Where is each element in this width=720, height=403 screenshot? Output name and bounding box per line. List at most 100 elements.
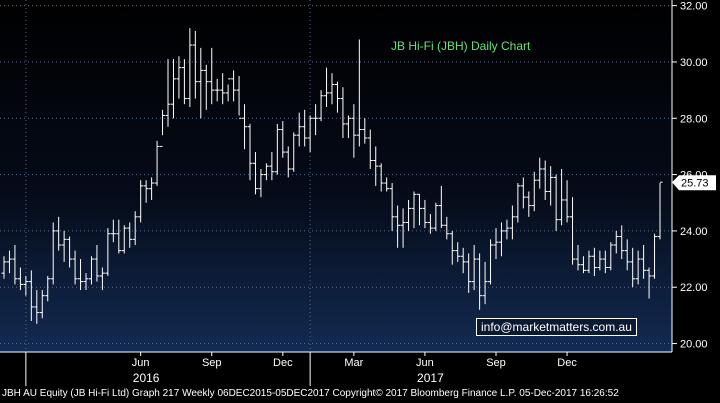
- y-tick-label: 28.00: [680, 113, 708, 125]
- ohlc-bar: [263, 163, 269, 181]
- ohlc-bar: [652, 233, 658, 279]
- ohlc-bar: [553, 174, 559, 231]
- ohlc-bar: [362, 118, 368, 144]
- ohlc-bar: [274, 123, 280, 175]
- ohlc-bar: [110, 219, 116, 243]
- ohlc-bar: [564, 180, 570, 223]
- ohlc-bar: [23, 275, 29, 296]
- ohlc-bar: [449, 230, 455, 265]
- ohlc-bar: [378, 163, 384, 192]
- last-price-tag-shape: [672, 175, 716, 191]
- y-tick-label: 30.00: [680, 57, 708, 69]
- ohlc-bar: [318, 90, 324, 122]
- ohlc-bar: [17, 267, 23, 291]
- ohlc-bar: [597, 250, 603, 271]
- y-tick-label: 22.00: [680, 282, 708, 294]
- ohlc-bar: [192, 30, 198, 99]
- year-separators: [25, 0, 311, 386]
- y-tick-label: 24.00: [680, 226, 708, 238]
- ohlc-bar: [149, 177, 155, 200]
- ohlc-bar: [1, 256, 7, 279]
- ohlc-bar: [302, 109, 308, 147]
- ohlc-bar: [373, 146, 379, 186]
- ohlc-bar: [105, 228, 111, 276]
- ohlc-bar: [252, 152, 258, 195]
- ohlc-bar: [67, 236, 73, 268]
- ohlc-bar: [542, 160, 548, 200]
- x-axis-ticks: Jun Sep Dec Mar Jun Sep Dec: [132, 352, 577, 369]
- ohlc-bar: [203, 64, 209, 110]
- ohlc-bar: [165, 59, 171, 127]
- ohlc-bar: [132, 211, 138, 245]
- ohlc-bar: [324, 67, 330, 108]
- ohlc-bar: [72, 250, 78, 285]
- year-labels: 2016 2017: [133, 371, 444, 385]
- ohlc-bar: [6, 250, 12, 274]
- ohlc-bar: [460, 247, 466, 274]
- ohlc-bar: [220, 73, 226, 105]
- x-tick-label: Sep: [486, 357, 506, 369]
- ohlc-bar: [471, 244, 477, 291]
- ohlc-bar: [138, 180, 144, 223]
- ohlc-bar: [307, 115, 313, 153]
- ohlc-bar: [624, 239, 630, 271]
- ohlc-bar: [455, 242, 461, 262]
- ohlc-bar: [28, 270, 34, 322]
- year-label: 2016: [133, 371, 160, 385]
- ohlc-bar: [570, 197, 576, 265]
- ohlc-bar: [509, 205, 515, 240]
- ohlc-bar: [154, 140, 160, 186]
- ohlc-bar: [56, 216, 62, 251]
- ohlc-bar: [389, 183, 395, 231]
- ohlc-bar: [400, 208, 406, 248]
- ohlc-bar: [170, 59, 176, 119]
- year-label: 2017: [417, 371, 444, 385]
- ohlc-bar: [498, 222, 504, 257]
- ohlc-bar: [406, 199, 412, 231]
- ohlc-bar: [356, 39, 362, 147]
- ohlc-bar: [39, 290, 45, 319]
- footer-caption: JBH AU Equity (JB Hi-Fi Ltd) Graph 217 W…: [2, 388, 619, 399]
- ohlc-bar: [45, 275, 51, 302]
- ohlc-bar: [591, 247, 597, 276]
- ohlc-bar: [187, 28, 193, 108]
- chart-title: JB Hi-Fi (JBH) Daily Chart: [391, 39, 531, 53]
- ohlc-bar: [515, 183, 521, 223]
- ohlc-bar: [630, 247, 636, 288]
- x-tick-label: Dec: [273, 357, 293, 369]
- ohlc-bar: [438, 185, 444, 229]
- ohlc-bar: [433, 202, 439, 231]
- ohlc-bar: [488, 239, 494, 285]
- ohlc-bar: [127, 222, 133, 248]
- ohlc-bar: [242, 104, 248, 150]
- ohlc-bar: [367, 129, 373, 169]
- ohlc-bar: [466, 253, 472, 293]
- ohlc-bar: [613, 230, 619, 254]
- ohlc-bar: [520, 177, 526, 209]
- ohlc-bar: [296, 112, 302, 147]
- ohlc-bar: [83, 273, 89, 291]
- ohlc-bar: [482, 261, 488, 305]
- ohlc-bar: [34, 290, 40, 324]
- ohlc-bar: [94, 244, 100, 282]
- ohlc-bar: [345, 115, 351, 138]
- ohlc-bar: [99, 267, 105, 291]
- ohlc-bar: [575, 244, 581, 271]
- ohlc-bar: [411, 191, 417, 229]
- ohlc-bar: [50, 222, 56, 285]
- ohlc-bar: [209, 47, 215, 105]
- x-tick-label: Mar: [344, 357, 363, 369]
- ohlc-bar: [258, 168, 264, 198]
- ohlc-bar: [88, 256, 94, 285]
- plot-background: [0, 0, 672, 352]
- ohlc-bar: [280, 121, 286, 158]
- ohlc-bar: [116, 219, 122, 254]
- ohlc-bar: [493, 228, 499, 260]
- ohlc-bar: [291, 132, 297, 172]
- ohlc-bar: [384, 177, 390, 192]
- ohlc-bar: [444, 216, 450, 240]
- ohlc-bar: [619, 225, 625, 260]
- ohlc-bar: [269, 152, 275, 181]
- grid-lines: [0, 5, 672, 345]
